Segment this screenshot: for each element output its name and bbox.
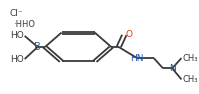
Text: O: O: [125, 30, 132, 39]
Text: HN: HN: [130, 54, 144, 63]
Text: B: B: [34, 42, 41, 52]
Text: HO: HO: [10, 31, 24, 40]
Text: CH₃: CH₃: [182, 75, 198, 84]
Text: ·HHO: ·HHO: [13, 20, 35, 29]
Text: HO: HO: [10, 55, 24, 64]
Text: N: N: [169, 64, 176, 73]
Text: Cl⁻: Cl⁻: [10, 9, 23, 18]
Text: CH₃: CH₃: [182, 54, 198, 63]
